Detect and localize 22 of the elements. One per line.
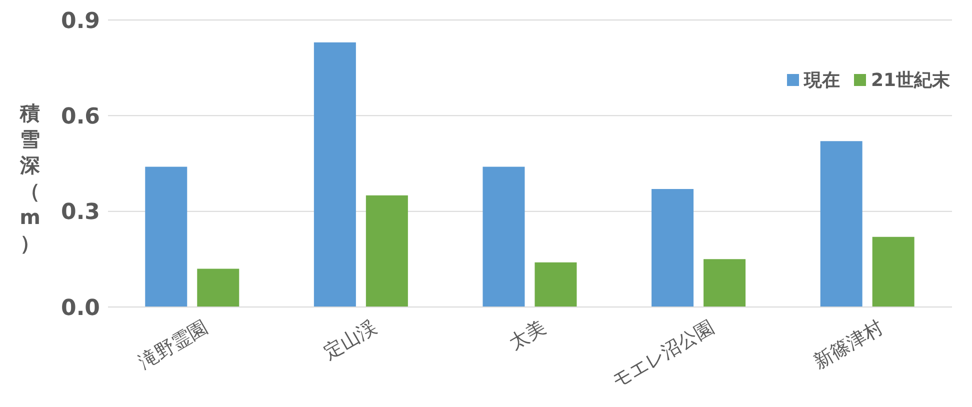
x-tick-label: 新篠津村 [810, 316, 887, 374]
legend-label: 21世紀末 [870, 69, 950, 92]
bar [145, 166, 188, 307]
x-tick-label: 定山渓 [320, 316, 380, 364]
y-axis-title: 積雪深（m） [18, 100, 42, 256]
bar [197, 268, 240, 307]
y-tick-label: 0.0 [61, 296, 100, 321]
y-tick-label: 0.3 [61, 200, 100, 226]
bar [314, 42, 356, 307]
bar [534, 262, 577, 307]
y-tick-label: 0.9 [61, 8, 100, 34]
x-tick-label: 滝野霊園 [134, 316, 212, 374]
x-tick-label: モエレ沼公園 [608, 316, 718, 392]
bar [820, 141, 862, 307]
bar [872, 236, 914, 307]
y-tick-label: 0.6 [61, 104, 100, 130]
bar [482, 166, 525, 307]
bar [704, 259, 746, 307]
legend-label: 現在 [804, 69, 840, 92]
bar [652, 189, 694, 307]
bar [366, 195, 408, 307]
x-tick-label: 太美 [505, 316, 550, 354]
